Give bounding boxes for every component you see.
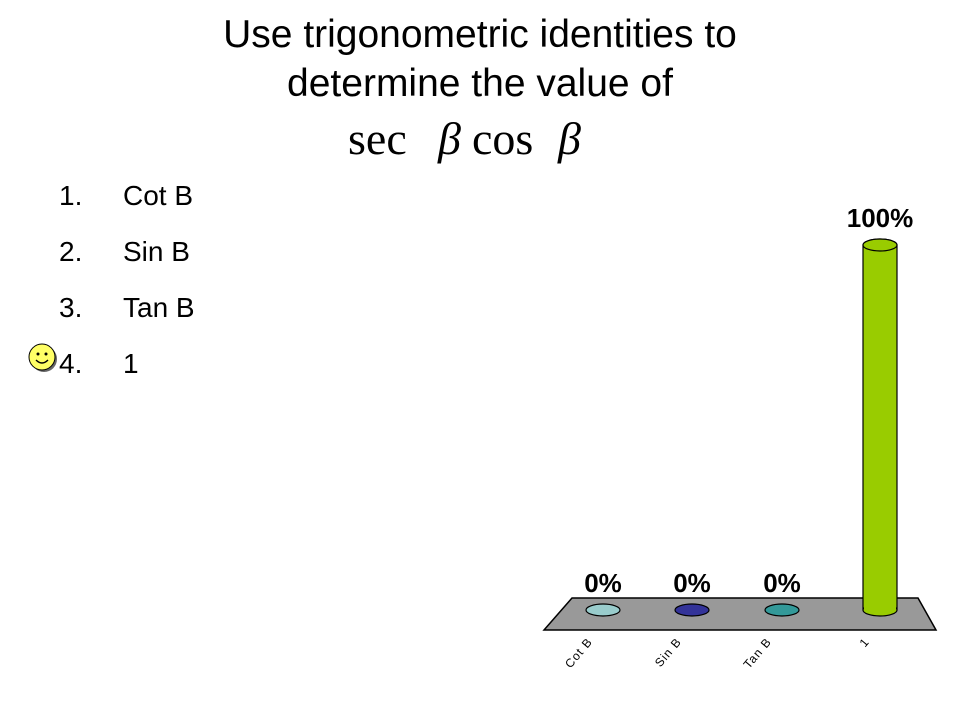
answer-number: 1.	[59, 180, 83, 211]
beta-symbol-1: β	[437, 113, 461, 164]
smiley-face-icon	[28, 343, 57, 372]
sec-word: sec	[348, 113, 407, 164]
data-label-3: 0%	[763, 568, 801, 598]
answer-number: 4.	[59, 348, 83, 379]
beta-symbol-2: β	[557, 113, 581, 164]
data-label-1: 0%	[584, 568, 622, 598]
slide-title: Use trigonometric identities to determin…	[60, 10, 900, 108]
data-label-4: 100%	[847, 203, 914, 233]
category-label-2: Sin B	[652, 635, 684, 670]
answer-number: 2.	[59, 236, 83, 267]
bar-4	[862, 238, 898, 617]
chart-floor	[542, 597, 938, 631]
answer-text: 1	[123, 348, 139, 379]
cos-word: cos	[472, 113, 533, 164]
data-label-2: 0%	[673, 568, 711, 598]
bar-2	[674, 603, 710, 617]
title-line-1: Use trigonometric identities to	[223, 13, 737, 56]
category-label-4: 1	[857, 635, 873, 650]
bar-3	[764, 603, 800, 617]
bar-1	[585, 603, 621, 617]
answer-text: Sin B	[123, 236, 190, 267]
category-label-1: Cot B	[562, 635, 595, 671]
answer-number: 3.	[59, 292, 83, 323]
category-label-3: Tan B	[741, 635, 775, 671]
answer-text: Cot B	[123, 180, 194, 211]
sec-beta-cos-beta-expression: sec β cos β	[348, 113, 581, 164]
title-line-2: determine the value of	[287, 62, 673, 105]
answer-text: Tan B	[123, 292, 195, 323]
